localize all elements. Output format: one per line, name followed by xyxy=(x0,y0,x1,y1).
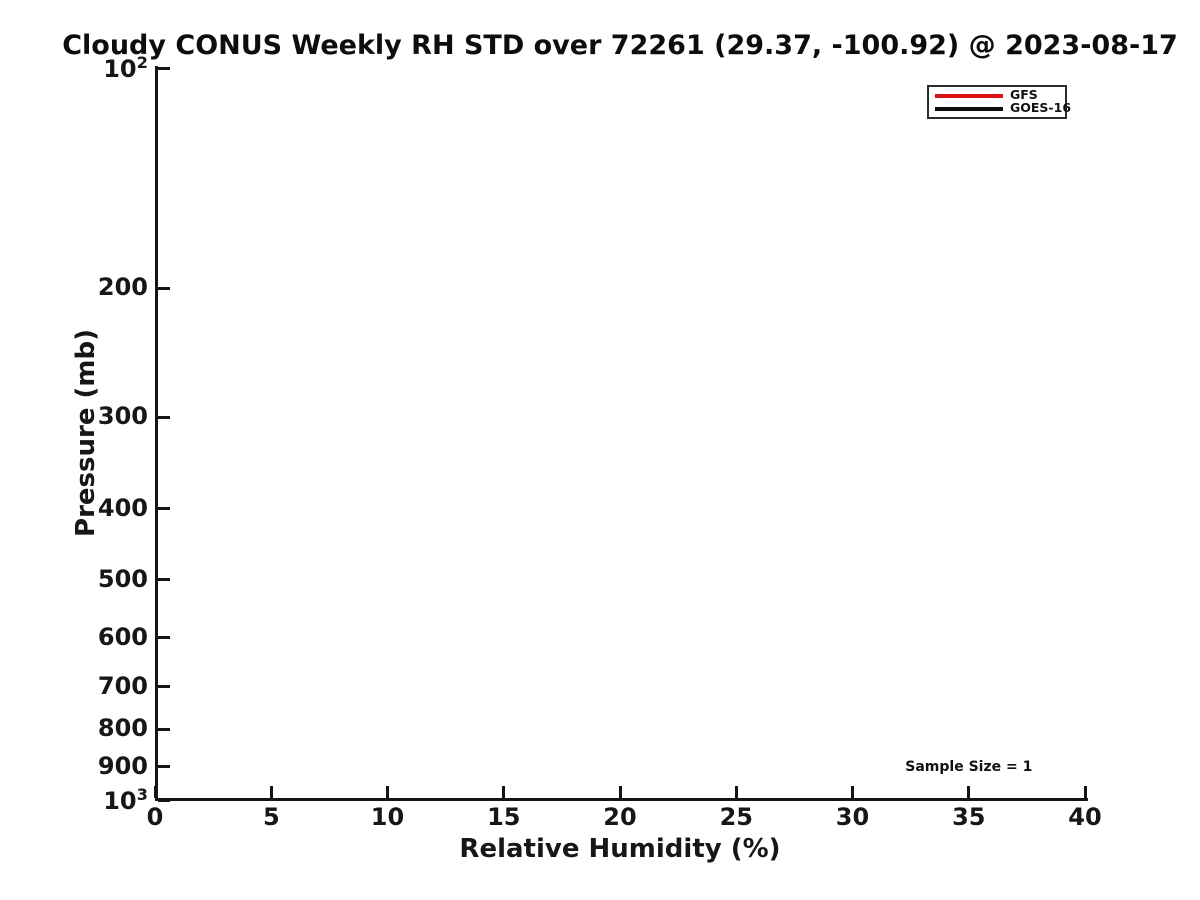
x-tick-mark xyxy=(502,786,506,798)
legend-line-swatch xyxy=(935,93,1003,98)
y-tick-label: 900 xyxy=(97,751,148,780)
x-tick-mark xyxy=(618,786,622,798)
y-tick-mark xyxy=(158,66,170,70)
x-tick-label: 20 xyxy=(603,803,637,831)
chart-title: Cloudy CONUS Weekly RH STD over 72261 (2… xyxy=(62,30,1178,61)
legend-entry: GOES-16 xyxy=(935,102,1071,115)
y-tick-mark xyxy=(158,415,170,419)
y-tick-mark xyxy=(158,765,170,768)
x-tick-label: 5 xyxy=(262,803,280,831)
tick-exponent: 3 xyxy=(136,785,148,804)
x-tick-label: 35 xyxy=(952,803,986,831)
x-tick-mark xyxy=(1083,786,1087,798)
y-axis-label: Pressure (mb) xyxy=(71,329,101,537)
y-tick-mark xyxy=(158,578,170,582)
x-tick-mark xyxy=(967,786,971,798)
y-tick-mark xyxy=(158,286,170,290)
x-tick-mark xyxy=(386,786,389,798)
y-tick-label: 200 xyxy=(97,273,148,302)
y-axis-spine xyxy=(155,66,158,801)
legend-label: GFS xyxy=(1010,87,1038,103)
y-tick-mark xyxy=(158,685,170,689)
y-tick-label: 102 xyxy=(103,53,148,83)
x-tick-mark xyxy=(851,786,854,798)
y-tick-label: 103 xyxy=(103,785,148,815)
legend-line-swatch xyxy=(935,106,1003,111)
legend: GFS GOES-16 xyxy=(927,85,1071,119)
x-tick-label: 0 xyxy=(146,803,164,831)
x-axis-label: Relative Humidity (%) xyxy=(459,834,781,864)
y-tick-label: 700 xyxy=(97,671,148,700)
x-tick-mark xyxy=(153,786,157,798)
x-tick-label: 10 xyxy=(370,803,405,831)
sample-size-annotation: Sample Size = 1 xyxy=(905,758,1033,775)
x-tick-label: 30 xyxy=(835,803,870,831)
y-tick-mark xyxy=(158,636,170,640)
y-tick-mark xyxy=(158,727,170,731)
y-tick-mark xyxy=(158,798,170,802)
plot-series-area xyxy=(155,68,1085,800)
y-tick-label: 300 xyxy=(97,402,148,431)
x-tick-label: 25 xyxy=(719,803,753,831)
legend-entry: GFS xyxy=(935,89,1059,102)
x-tick-label: 40 xyxy=(1068,803,1102,831)
x-tick-label: 15 xyxy=(487,803,521,831)
legend-label: GOES-16 xyxy=(1010,100,1072,116)
y-tick-label: 400 xyxy=(97,493,148,522)
x-axis-spine xyxy=(155,798,1088,801)
y-tick-label: 800 xyxy=(97,714,148,743)
x-tick-mark xyxy=(734,786,738,798)
y-tick-label: 500 xyxy=(97,564,148,593)
y-tick-mark xyxy=(158,507,170,511)
y-tick-label: 600 xyxy=(97,622,148,651)
x-tick-mark xyxy=(269,786,273,798)
tick-exponent: 2 xyxy=(136,53,148,72)
